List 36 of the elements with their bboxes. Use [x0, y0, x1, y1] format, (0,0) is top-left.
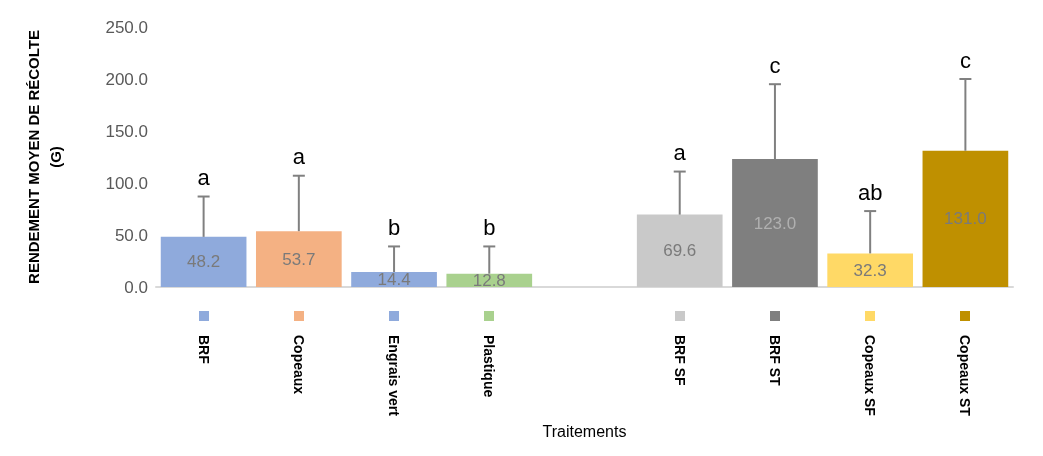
- data-label: 32.3: [853, 260, 887, 280]
- y-tick-label: 250.0: [105, 17, 148, 37]
- y-tick-label: 100.0: [105, 173, 148, 193]
- bar: [827, 253, 914, 287]
- annotation: b: [387, 214, 401, 240]
- annotation: c: [959, 47, 971, 73]
- y-tick-label: 50.0: [114, 225, 148, 245]
- annotation: c: [769, 52, 781, 78]
- data-label: 48.2: [187, 252, 221, 272]
- annotation: a: [197, 165, 211, 191]
- x-axis-title: Traitements: [542, 423, 627, 441]
- data-label: 14.4: [377, 270, 411, 290]
- annotation: ab: [857, 179, 883, 205]
- data-label: 131.0: [944, 209, 987, 229]
- annotation: a: [673, 140, 687, 166]
- x-tick-label: Plastique: [481, 335, 498, 398]
- x-tick-label: BRF: [195, 335, 212, 365]
- x-tick-label: Copeaux SF: [862, 335, 879, 417]
- data-label: 53.7: [282, 249, 316, 269]
- x-tick-label: Copeaux: [290, 335, 307, 395]
- y-tick-label: 150.0: [105, 121, 148, 141]
- x-tick-label: Copeaux ST: [957, 335, 974, 417]
- x-tick-label: BRF ST: [766, 335, 783, 386]
- bar: [922, 150, 1009, 287]
- y-axis-title: RENDEMENT MOYEN DE RÉCOLTE (G): [24, 30, 64, 284]
- x-tick-label: Engrais vert: [386, 335, 403, 417]
- y-tick-label: 0.0: [124, 277, 148, 297]
- bar: [636, 214, 723, 287]
- x-tick-label: BRF SF: [671, 335, 688, 386]
- data-label: 69.6: [663, 241, 697, 261]
- bar: [255, 231, 342, 287]
- bar: [160, 236, 247, 287]
- annotation: a: [292, 144, 306, 170]
- annotation: b: [483, 214, 496, 240]
- data-label: 12.8: [472, 270, 506, 290]
- y-tick-label: 200.0: [105, 69, 148, 89]
